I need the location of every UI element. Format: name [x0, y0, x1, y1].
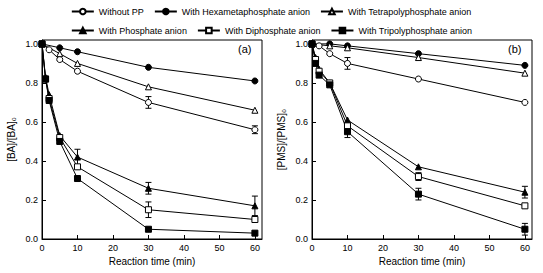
svg-text:0.2: 0.2 [295, 195, 308, 205]
svg-text:0.4: 0.4 [25, 156, 38, 166]
svg-text:(b): (b) [508, 43, 521, 55]
svg-text:(a): (a) [238, 43, 251, 55]
svg-text:0: 0 [309, 243, 314, 253]
svg-text:0.2: 0.2 [25, 195, 38, 205]
svg-text:Reaction time (min): Reaction time (min) [109, 256, 196, 267]
svg-text:50: 50 [484, 243, 494, 253]
svg-text:0.8: 0.8 [295, 78, 308, 88]
svg-text:With Hexametaphosphate anion: With Hexametaphosphate anion [182, 7, 310, 17]
svg-text:10: 10 [342, 243, 352, 253]
svg-text:40: 40 [449, 243, 459, 253]
svg-text:0.6: 0.6 [295, 117, 308, 127]
svg-text:1.0: 1.0 [25, 39, 38, 49]
svg-text:30: 30 [143, 243, 153, 253]
svg-text:10: 10 [72, 243, 82, 253]
svg-text:20: 20 [108, 243, 118, 253]
svg-text:[PMS]/[PMS]₀: [PMS]/[PMS]₀ [276, 109, 287, 170]
svg-text:40: 40 [179, 243, 189, 253]
svg-text:30: 30 [413, 243, 423, 253]
svg-text:With Phosphate anion: With Phosphate anion [99, 26, 187, 36]
svg-text:With Tetrapolyphosphate anion: With Tetrapolyphosphate anion [348, 7, 471, 17]
svg-text:1.0: 1.0 [295, 39, 308, 49]
svg-text:Reaction time (min): Reaction time (min) [379, 256, 466, 267]
svg-text:60: 60 [250, 243, 260, 253]
svg-text:[BA]/[BA]₀: [BA]/[BA]₀ [6, 117, 17, 162]
svg-text:0: 0 [39, 243, 44, 253]
svg-text:20: 20 [378, 243, 388, 253]
svg-text:0.8: 0.8 [25, 78, 38, 88]
svg-text:0.0: 0.0 [295, 234, 308, 244]
svg-text:50: 50 [214, 243, 224, 253]
svg-text:With Diphosphate anion: With Diphosphate anion [225, 26, 321, 36]
svg-text:0.0: 0.0 [25, 234, 38, 244]
svg-text:0.4: 0.4 [295, 156, 308, 166]
svg-text:With Tripolyphosphate anion: With Tripolyphosphate anion [358, 26, 472, 36]
svg-text:0.6: 0.6 [25, 117, 38, 127]
svg-text:Without PP: Without PP [99, 7, 144, 17]
svg-text:60: 60 [520, 243, 530, 253]
